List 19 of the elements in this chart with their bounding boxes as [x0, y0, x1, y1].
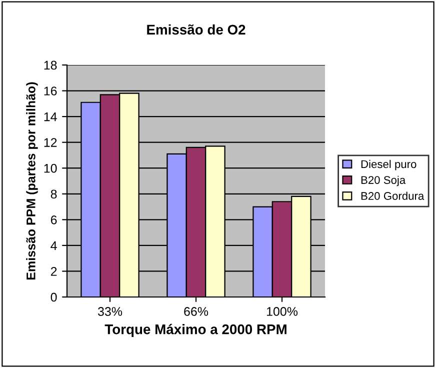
legend-label: Diesel puro — [361, 160, 416, 170]
x-tick-label: 33% — [98, 307, 122, 316]
chart-title: Emissão de O2 — [147, 24, 246, 35]
legend-label: B20 Gordura — [361, 192, 424, 200]
legend-label: B20 Soja — [361, 176, 406, 186]
y-tick-label: 14 — [44, 112, 57, 122]
x-tick-label: 66% — [184, 307, 208, 316]
y-tick-label: 12 — [44, 138, 57, 147]
y-tick-label: 8 — [50, 190, 57, 199]
x-axis-title: Torque Máximo a 2000 RPM — [104, 324, 286, 337]
y-tick-label: 18 — [44, 60, 57, 70]
y-tick-label: 6 — [50, 215, 57, 224]
y-tick-label: 2 — [50, 267, 57, 276]
y-tick-label: 10 — [44, 164, 57, 173]
y-tick-label: 16 — [44, 86, 57, 96]
x-tick-label: 100% — [266, 307, 298, 316]
y-tick-label: 4 — [50, 241, 57, 250]
y-tick-label: 0 — [50, 292, 57, 302]
y-axis-title: Emissão PPM (partes por milhão) — [26, 82, 38, 280]
